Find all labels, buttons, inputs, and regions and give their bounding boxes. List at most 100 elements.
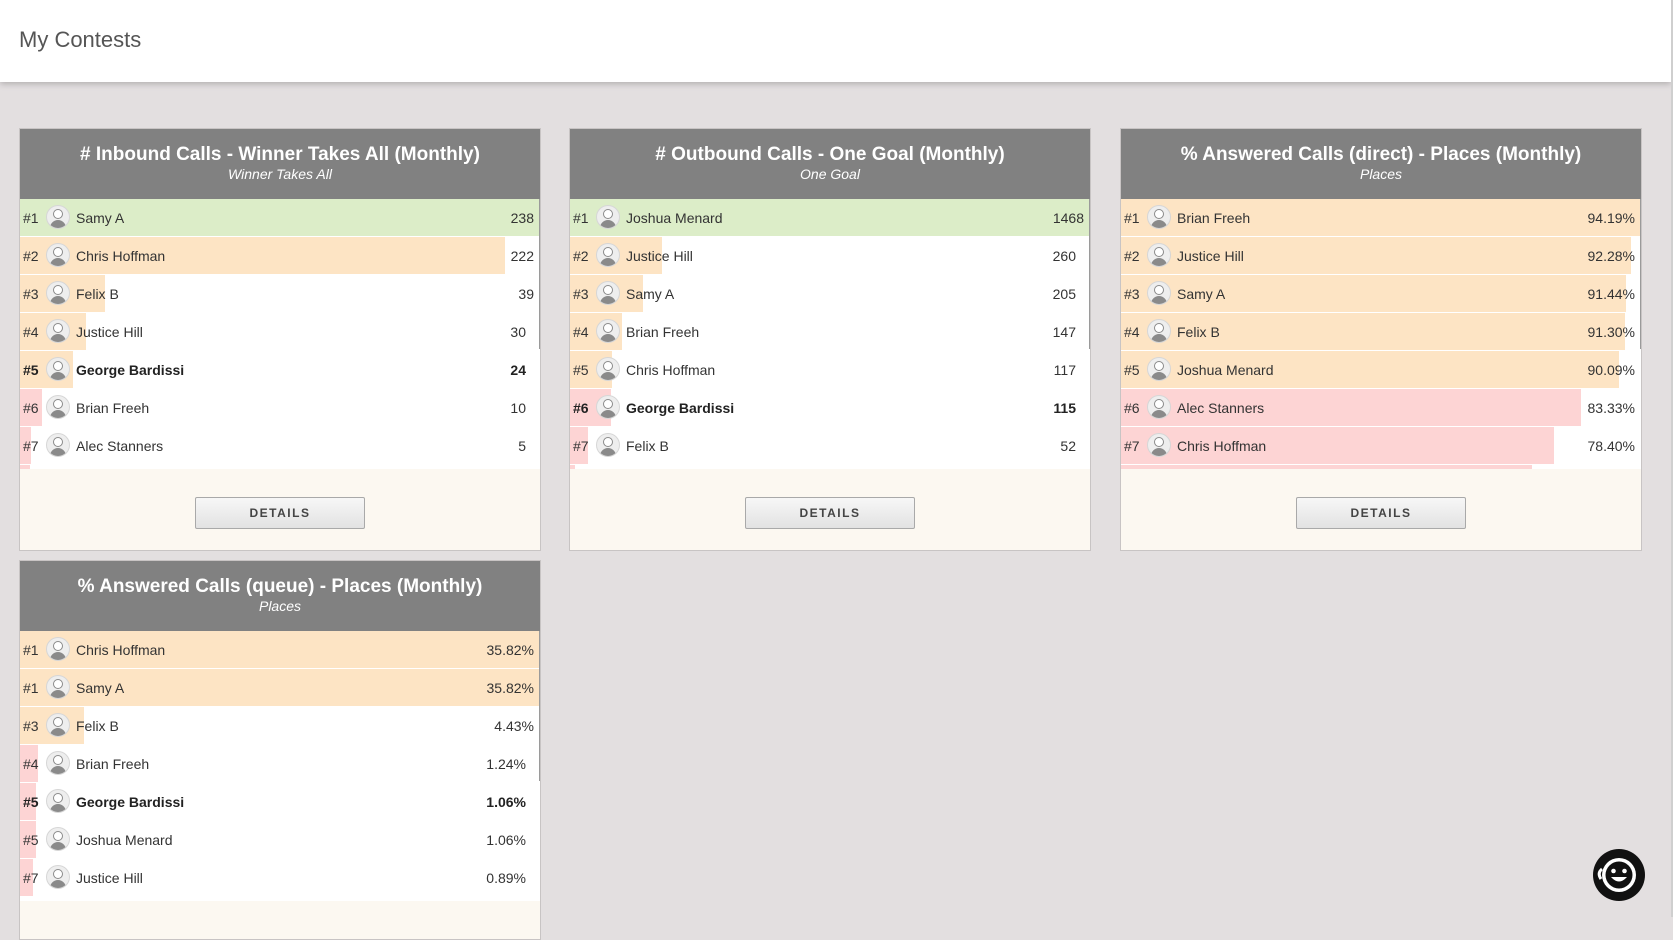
rank-label: #7 bbox=[1124, 438, 1140, 454]
contest-card-outbound: # Outbound Calls - One Goal (Monthly) On… bbox=[569, 128, 1091, 551]
leaderboard-list: #1 Samy A 238 #2 Chris Hoffman 222 #3 Felix B 39… bbox=[20, 199, 540, 469]
score-bar bbox=[20, 783, 36, 820]
user-avatar-icon bbox=[1147, 281, 1171, 305]
score-bar bbox=[1121, 351, 1619, 388]
score-value: 238 bbox=[510, 210, 534, 226]
leaderboard-row-partial bbox=[1121, 465, 1641, 469]
user-avatar-icon bbox=[1147, 433, 1171, 457]
leaderboard-row: #3 Samy A 205 bbox=[570, 275, 1090, 313]
participant-name: George Bardissi bbox=[76, 794, 185, 810]
rank-label: #2 bbox=[23, 248, 39, 264]
contest-card-header: % Answered Calls (queue) - Places (Month… bbox=[20, 561, 540, 631]
score-bar bbox=[20, 631, 540, 668]
participant-name: Felix B bbox=[626, 438, 669, 454]
chat-launcher-button[interactable] bbox=[1593, 849, 1645, 901]
participant-name: Brian Freeh bbox=[76, 756, 150, 772]
score-bar bbox=[20, 745, 39, 782]
card-footer: DETAILS bbox=[20, 469, 540, 549]
leaderboard-row: #2 Justice Hill 260 bbox=[570, 237, 1090, 275]
participant-name: Justice Hill bbox=[1177, 248, 1244, 264]
score-value: 1.06% bbox=[486, 832, 526, 848]
user-avatar-icon bbox=[46, 751, 70, 775]
card-footer: DETAILS bbox=[1121, 469, 1641, 549]
user-avatar-icon bbox=[46, 713, 70, 737]
details-button[interactable]: DETAILS bbox=[745, 497, 915, 529]
user-avatar-icon bbox=[46, 319, 70, 343]
contest-subtitle: Winner Takes All bbox=[228, 166, 332, 182]
contest-card-answered-direct: % Answered Calls (direct) - Places (Mont… bbox=[1120, 128, 1642, 551]
leaderboard-row: #5 George Bardissi 1.06% bbox=[20, 783, 540, 821]
participant-name: Chris Hoffman bbox=[626, 362, 716, 378]
score-value: 4.43% bbox=[494, 718, 534, 734]
rank-label: #5 bbox=[1124, 362, 1140, 378]
user-avatar-icon bbox=[596, 281, 620, 305]
score-value: 1.06% bbox=[486, 794, 526, 810]
participant-name: Justice Hill bbox=[626, 248, 693, 264]
user-avatar-icon bbox=[46, 675, 70, 699]
score-value: 1.24% bbox=[486, 756, 526, 772]
user-avatar-icon bbox=[46, 789, 70, 813]
rank-label: #3 bbox=[23, 286, 39, 302]
leaderboard-row: #2 Justice Hill 92.28% bbox=[1121, 237, 1641, 275]
user-avatar-icon bbox=[596, 319, 620, 343]
leaderboard-row: #1 Chris Hoffman 35.82% bbox=[20, 631, 540, 669]
user-avatar-icon bbox=[1147, 205, 1171, 229]
score-bar bbox=[20, 237, 506, 274]
details-button[interactable]: DETAILS bbox=[1296, 497, 1466, 529]
leaderboard-row: #3 Felix B 4.43% bbox=[20, 707, 540, 745]
score-bar bbox=[1121, 275, 1626, 312]
user-avatar-icon bbox=[596, 205, 620, 229]
rank-label: #7 bbox=[573, 438, 589, 454]
contest-title: # Inbound Calls - Winner Takes All (Mont… bbox=[80, 144, 480, 165]
participant-name: Chris Hoffman bbox=[76, 248, 166, 264]
participant-name: Joshua Menard bbox=[76, 832, 173, 848]
score-bar bbox=[20, 199, 540, 236]
leaderboard-row: #1 Joshua Menard 1468 bbox=[570, 199, 1090, 237]
score-value: 35.82% bbox=[486, 680, 534, 696]
participant-name: George Bardissi bbox=[76, 362, 185, 378]
score-bar bbox=[20, 389, 42, 426]
rank-label: #3 bbox=[1124, 286, 1140, 302]
smiley-chat-icon bbox=[1597, 858, 1636, 892]
score-value: 24 bbox=[510, 362, 526, 378]
leaderboard-row-partial bbox=[20, 465, 540, 469]
participant-name: Samy A bbox=[626, 286, 675, 302]
participant-name: Alec Stanners bbox=[1177, 400, 1265, 416]
leaderboard-row: #6 George Bardissi 115 bbox=[570, 389, 1090, 427]
score-bar bbox=[20, 821, 36, 858]
leaderboard-row: #6 Brian Freeh 10 bbox=[20, 389, 540, 427]
score-bar bbox=[1121, 427, 1554, 464]
score-value: 78.40% bbox=[1587, 438, 1635, 454]
contest-title: # Outbound Calls - One Goal (Monthly) bbox=[655, 144, 1005, 165]
details-button[interactable]: DETAILS bbox=[195, 497, 365, 529]
score-value: 1468 bbox=[1052, 210, 1084, 226]
card-footer: DETAILS bbox=[570, 469, 1090, 549]
user-avatar-icon bbox=[596, 433, 620, 457]
leaderboard-row: #2 Chris Hoffman 222 bbox=[20, 237, 540, 275]
rank-label: #4 bbox=[1124, 324, 1140, 340]
score-bar bbox=[570, 199, 1090, 236]
user-avatar-icon bbox=[46, 243, 70, 267]
rank-label: #1 bbox=[23, 642, 39, 658]
contest-card-inbound: # Inbound Calls - Winner Takes All (Mont… bbox=[19, 128, 541, 551]
rank-label: #2 bbox=[1124, 248, 1140, 264]
contest-subtitle: Places bbox=[258, 598, 302, 614]
scrollbar[interactable] bbox=[1671, 0, 1673, 917]
score-value: 260 bbox=[1052, 248, 1076, 264]
participant-name: Alec Stanners bbox=[76, 438, 164, 454]
rank-label: #7 bbox=[23, 870, 39, 886]
contest-title: % Answered Calls (queue) - Places (Month… bbox=[77, 576, 483, 597]
score-value: 90.09% bbox=[1587, 362, 1635, 378]
user-avatar-icon bbox=[46, 357, 70, 381]
rank-label: #2 bbox=[573, 248, 589, 264]
score-value: 0.89% bbox=[486, 870, 526, 886]
participant-name: Joshua Menard bbox=[1177, 362, 1274, 378]
leaderboard-row: #4 Brian Freeh 147 bbox=[570, 313, 1090, 351]
participant-name: George Bardissi bbox=[626, 400, 735, 416]
leaderboard-row: #4 Brian Freeh 1.24% bbox=[20, 745, 540, 783]
user-avatar-icon bbox=[1147, 243, 1171, 267]
participant-name: Felix B bbox=[76, 286, 119, 302]
user-avatar-icon bbox=[46, 827, 70, 851]
leaderboard-list: #1 Joshua Menard 1468 #2 Justice Hill 260 #3 Sa… bbox=[570, 199, 1090, 469]
leaderboard-row: #1 Brian Freeh 94.19% bbox=[1121, 199, 1641, 237]
